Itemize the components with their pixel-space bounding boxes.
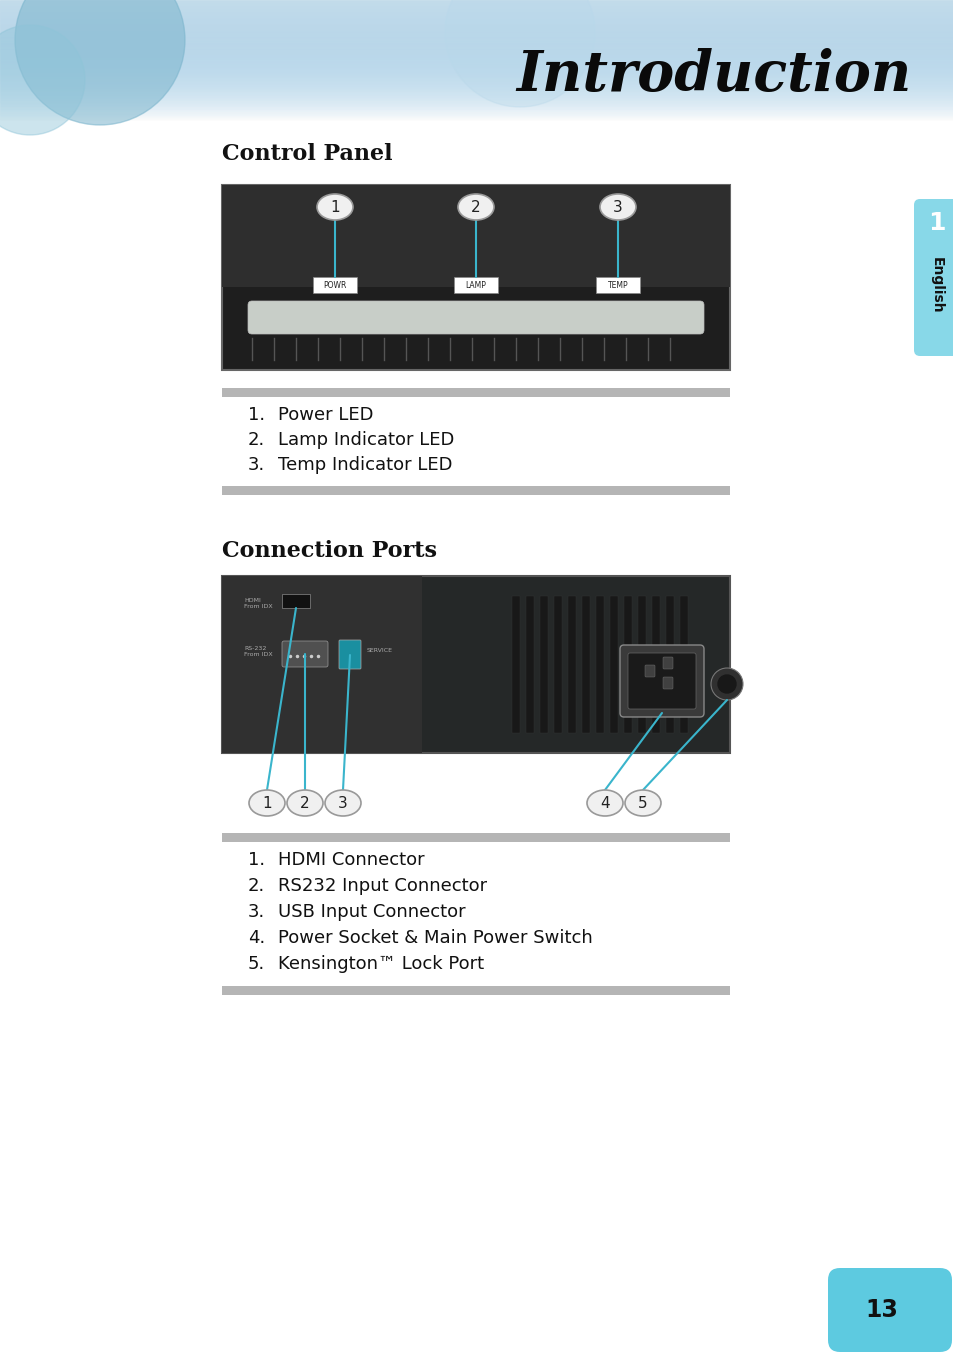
Text: Lamp Indicator LED: Lamp Indicator LED [277,431,454,450]
Text: 2.: 2. [248,877,265,895]
Text: 4: 4 [599,796,609,811]
FancyBboxPatch shape [623,596,631,733]
Text: 3.: 3. [248,456,265,474]
Text: 1.: 1. [248,406,265,424]
Text: Power LED: Power LED [277,406,374,424]
FancyBboxPatch shape [454,278,497,292]
FancyBboxPatch shape [525,596,534,733]
Bar [222,389,729,397]
Text: Control Panel: Control Panel [222,144,392,165]
FancyBboxPatch shape [619,645,703,718]
Text: 1.: 1. [248,852,265,869]
FancyBboxPatch shape [222,575,421,753]
Circle shape [718,676,735,693]
Bar [222,833,729,842]
Text: 1: 1 [330,199,339,214]
Ellipse shape [249,789,285,816]
FancyBboxPatch shape [554,596,561,733]
FancyBboxPatch shape [539,596,547,733]
Text: Introduction: Introduction [517,47,911,103]
Text: 2: 2 [300,796,310,811]
FancyBboxPatch shape [567,596,576,733]
FancyBboxPatch shape [282,640,328,668]
Text: RS232 Input Connector: RS232 Input Connector [277,877,487,895]
Text: HDMI Connector: HDMI Connector [277,852,424,869]
FancyBboxPatch shape [222,185,729,370]
FancyBboxPatch shape [627,653,696,709]
Text: 4.: 4. [248,929,265,946]
Bar [222,986,729,995]
FancyBboxPatch shape [638,596,645,733]
Text: English: English [929,257,943,313]
Text: 3: 3 [613,199,622,214]
FancyBboxPatch shape [679,596,687,733]
Text: Temp Indicator LED: Temp Indicator LED [277,456,452,474]
Text: 3: 3 [337,796,348,811]
FancyBboxPatch shape [827,1267,951,1353]
Ellipse shape [624,789,660,816]
Text: 1: 1 [262,796,272,811]
Text: 13: 13 [864,1298,898,1322]
FancyBboxPatch shape [662,677,672,689]
Text: Kensington™ Lock Port: Kensington™ Lock Port [277,955,483,974]
Circle shape [444,0,595,107]
FancyBboxPatch shape [662,657,672,669]
FancyBboxPatch shape [596,278,639,292]
Ellipse shape [457,194,494,219]
FancyBboxPatch shape [248,301,703,334]
FancyBboxPatch shape [609,596,618,733]
Ellipse shape [599,194,636,219]
FancyBboxPatch shape [313,278,356,292]
FancyBboxPatch shape [651,596,659,733]
FancyBboxPatch shape [222,185,729,287]
FancyBboxPatch shape [338,640,360,669]
Text: 2.: 2. [248,431,265,450]
FancyBboxPatch shape [581,596,589,733]
FancyBboxPatch shape [596,596,603,733]
Text: 2: 2 [471,199,480,214]
Text: 5: 5 [638,796,647,811]
Circle shape [0,24,85,135]
Circle shape [710,668,742,700]
Text: Connection Ports: Connection Ports [222,540,436,562]
FancyBboxPatch shape [282,594,310,608]
Text: POWR: POWR [323,280,346,290]
Text: SERVICE: SERVICE [367,649,393,653]
FancyBboxPatch shape [644,665,655,677]
Ellipse shape [316,194,353,219]
Ellipse shape [586,789,622,816]
Text: RS-232
From IDX: RS-232 From IDX [244,646,273,657]
Circle shape [15,0,185,125]
Text: 5.: 5. [248,955,265,974]
Text: Power Socket & Main Power Switch: Power Socket & Main Power Switch [277,929,592,946]
Text: TEMP: TEMP [607,280,628,290]
FancyBboxPatch shape [222,575,729,753]
Bar [222,486,729,496]
Ellipse shape [325,789,360,816]
Text: USB Input Connector: USB Input Connector [277,903,465,921]
FancyBboxPatch shape [913,199,953,356]
Text: HDMI
From IDX: HDMI From IDX [244,598,273,609]
Text: 3.: 3. [248,903,265,921]
FancyBboxPatch shape [665,596,673,733]
FancyBboxPatch shape [512,596,519,733]
Ellipse shape [287,789,323,816]
Text: 1: 1 [927,211,944,236]
Text: LAMP: LAMP [465,280,486,290]
